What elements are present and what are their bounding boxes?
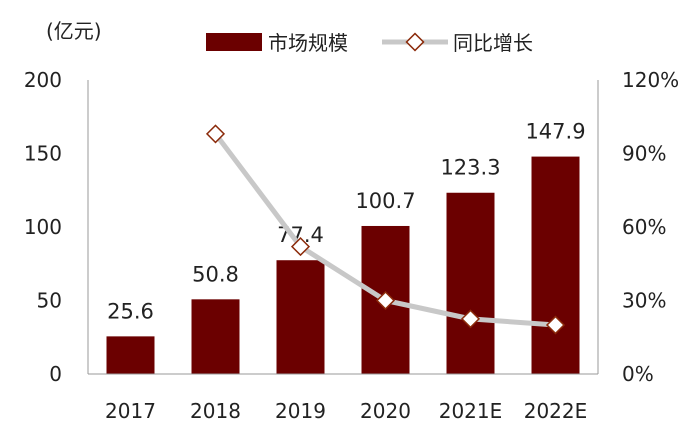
right-tick-label: 90% xyxy=(622,142,666,166)
right-tick-label: 60% xyxy=(622,215,666,239)
left-axis-tick-labels: 0 50 100 150 200 xyxy=(24,68,62,386)
x-axis-tick-labels: 2017 2018 2019 2020 2021E 2022E xyxy=(105,399,587,423)
left-tick-label: 150 xyxy=(24,142,62,166)
bar-value-label: 123.3 xyxy=(440,156,500,180)
x-tick-label: 2019 xyxy=(275,399,326,423)
unit-label: (亿元) xyxy=(46,19,102,43)
bars xyxy=(106,156,580,374)
x-tick-label: 2020 xyxy=(360,399,411,423)
bar xyxy=(531,156,580,374)
bar xyxy=(446,192,495,374)
bar-value-label: 100.7 xyxy=(355,189,415,213)
legend-bar-swatch xyxy=(206,33,262,51)
x-tick-label: 2021E xyxy=(439,399,503,423)
left-tick-label: 100 xyxy=(24,215,62,239)
growth-point-marker xyxy=(375,290,396,311)
bar xyxy=(106,336,155,374)
bar xyxy=(191,299,240,374)
growth-line xyxy=(205,124,566,335)
bar-value-label: 50.8 xyxy=(192,262,239,286)
bar-value-label: 25.6 xyxy=(107,299,154,323)
growth-point-marker xyxy=(460,309,481,329)
growth-point-marker xyxy=(545,315,566,335)
right-axis-tick-labels: 0% 30% 60% 90% 120% xyxy=(622,68,679,386)
x-tick-label: 2022E xyxy=(524,399,588,423)
legend-line-label: 同比增长 xyxy=(453,31,533,55)
legend-line-marker xyxy=(405,32,425,52)
left-tick-label: 0 xyxy=(49,362,62,386)
growth-point-marker xyxy=(205,124,226,144)
x-tick-label: 2017 xyxy=(105,399,156,423)
x-tick-label: 2018 xyxy=(190,399,241,423)
legend-bar-label: 市场规模 xyxy=(268,31,348,55)
left-tick-label: 50 xyxy=(37,289,62,313)
left-tick-label: 200 xyxy=(24,68,62,92)
bar-value-label: 147.9 xyxy=(525,120,585,144)
bar xyxy=(276,260,325,374)
right-tick-label: 120% xyxy=(622,68,679,92)
right-tick-label: 30% xyxy=(622,289,666,313)
legend: 市场规模 同比增长 xyxy=(206,31,533,55)
right-tick-label: 0% xyxy=(622,362,654,386)
growth-point-marker xyxy=(290,237,311,257)
